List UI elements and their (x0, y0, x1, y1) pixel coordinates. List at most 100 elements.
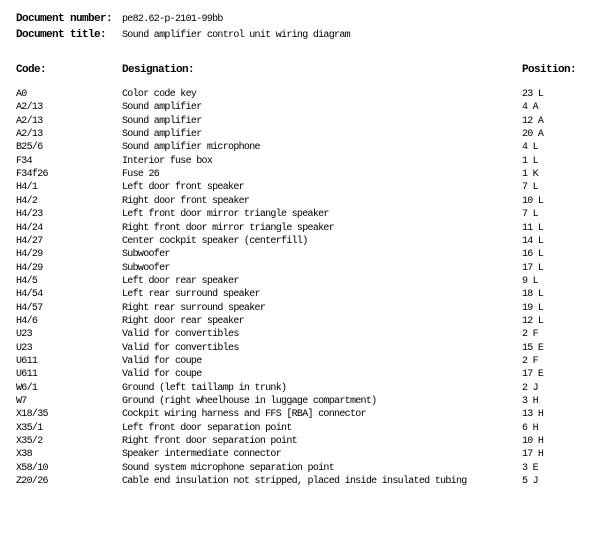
table-row: B25/6 Sound amplifier microphone 4 L (0, 141, 604, 154)
cell-position: 13 H (522, 409, 544, 421)
cell-position: 14 L (522, 235, 544, 247)
cell-position: 17 E (522, 369, 544, 381)
cell-code: A2/13 (16, 102, 43, 114)
cell-position: 23 L (522, 89, 544, 100)
table-row: X18/35 Cockpit wiring harness and FFS [RB… (0, 408, 604, 421)
table-row: U611 Valid for coupe 17 E (0, 368, 604, 381)
cell-code: U23 (16, 329, 33, 341)
cell-code: H4/27 (16, 235, 43, 247)
table-row: W6/1 Ground (left taillamp in trunk) 2 J (0, 382, 604, 395)
cell-code: X35/1 (16, 422, 43, 434)
cell-designation: Sound system microphone separation point (122, 462, 335, 474)
table-row: A0 Color code key 23 L (0, 88, 604, 101)
cell-code: F34 (16, 155, 33, 167)
cell-code: X35/2 (16, 436, 43, 448)
table-row: H4/1 Left door front speaker 7 L (0, 181, 604, 194)
cell-code: F34f26 (16, 169, 49, 181)
header-code: Code: (16, 64, 47, 76)
cell-designation: Valid for coupe (122, 369, 202, 381)
table-row: U23 Valid for convertibles 15 E (0, 342, 604, 355)
cell-code: Z20/26 (16, 476, 49, 488)
cell-position: 3 E (522, 462, 539, 474)
cell-designation: Ground (right wheelhouse in luggage comp… (122, 396, 377, 408)
table-row: A2/13 Sound amplifier 4 A (0, 101, 604, 114)
cell-code: H4/57 (16, 302, 43, 314)
cell-designation: Right rear surround speaker (122, 302, 266, 314)
cell-code: X18/35 (16, 409, 49, 421)
cell-designation: Subwoofer (122, 249, 170, 261)
cell-position: 12 L (522, 315, 544, 327)
cell-designation: Left rear surround speaker (122, 289, 261, 301)
table-row: X35/1 Left front door separation point 6 H (0, 422, 604, 435)
cell-designation: Right front door separation point (122, 436, 298, 448)
cell-code: W7 (16, 396, 27, 408)
table-row: H4/23 Left front door mirror triangle spe… (0, 208, 604, 221)
table-row: A2/13 Sound amplifier 20 A (0, 128, 604, 141)
cell-position: 11 L (522, 222, 544, 234)
cell-designation: Color code key (122, 89, 197, 100)
cell-position: 9 L (522, 275, 539, 287)
cell-designation: Interior fuse box (122, 155, 213, 167)
cell-code: A0 (16, 89, 27, 100)
cell-code: W6/1 (16, 382, 38, 394)
cell-designation: Subwoofer (122, 262, 170, 274)
cell-position: 5 J (522, 476, 539, 488)
cell-code: U611 (16, 369, 38, 381)
cell-designation: Valid for convertibles (122, 342, 239, 354)
cell-position: 18 L (522, 289, 544, 301)
table-row: H4/57 Right rear surround speaker 19 L (0, 302, 604, 315)
cell-position: 10 L (522, 195, 544, 207)
table-row: A2/13 Sound amplifier 12 A (0, 115, 604, 128)
cell-code: U23 (16, 342, 33, 354)
cell-code: B25/6 (16, 142, 43, 154)
cell-designation: Right door rear speaker (122, 315, 245, 327)
cell-designation: Valid for coupe (122, 356, 202, 367)
cell-position: 16 L (522, 249, 544, 261)
cell-position: 17 H (522, 449, 544, 461)
cell-designation: Left front door mirror triangle speaker (122, 209, 329, 221)
cell-code: H4/6 (16, 315, 38, 327)
cell-designation: Cockpit wiring harness and FFS [RBA] con… (122, 409, 367, 421)
cell-code: H4/1 (16, 182, 38, 194)
cell-code: X58/10 (16, 462, 49, 474)
cell-position: 7 L (522, 209, 539, 221)
cell-position: 12 A (522, 115, 544, 127)
document-title-label: Document title: (16, 29, 107, 41)
cell-code: H4/29 (16, 262, 43, 274)
cell-position: 2 J (522, 382, 539, 394)
header-designation: Designation: (122, 64, 195, 76)
table-row: U611 Valid for coupe 2 F (0, 355, 604, 368)
table-row: X58/10 Sound system microphone separation… (0, 462, 604, 475)
table-row: H4/5 Left door rear speaker 9 L (0, 275, 604, 288)
cell-designation: Valid for convertibles (122, 329, 239, 341)
cell-code: H4/24 (16, 222, 43, 234)
cell-designation: Left door rear speaker (122, 275, 239, 287)
cell-position: 2 F (522, 329, 539, 341)
table-row: U23 Valid for convertibles 2 F (0, 328, 604, 341)
cell-designation: Left front door separation point (122, 422, 292, 434)
cell-code: U611 (16, 356, 38, 367)
table-row: H4/2 Right door front speaker 10 L (0, 195, 604, 208)
table-row: H4/24 Right front door mirror triangle sp… (0, 222, 604, 235)
cell-code: X38 (16, 449, 33, 461)
table-row: F34f26 Fuse 26 1 K (0, 168, 604, 181)
table-row: X35/2 Right front door separation point 10… (0, 435, 604, 448)
cell-position: 19 L (522, 302, 544, 314)
cell-code: H4/2 (16, 195, 38, 207)
document-number-label: Document number: (16, 13, 113, 25)
cell-code: A2/13 (16, 115, 43, 127)
cell-designation: Sound amplifier (122, 129, 202, 141)
cell-position: 1 L (522, 155, 539, 167)
cell-position: 10 H (522, 436, 544, 448)
cell-code: H4/23 (16, 209, 43, 221)
cell-position: 3 H (522, 396, 539, 408)
table-row: W7 Ground (right wheelhouse in luggage co… (0, 395, 604, 408)
cell-position: 17 L (522, 262, 544, 274)
cell-code: H4/54 (16, 289, 43, 301)
cell-designation: Right front door mirror triangle speaker (122, 222, 335, 234)
table-header: Code: Designation: Position: (0, 64, 604, 77)
header-position: Position: (522, 64, 577, 76)
cell-position: 2 F (522, 356, 539, 367)
cell-code: H4/29 (16, 249, 43, 261)
table-row: H4/27 Center cockpit speaker (centerfill)… (0, 235, 604, 248)
